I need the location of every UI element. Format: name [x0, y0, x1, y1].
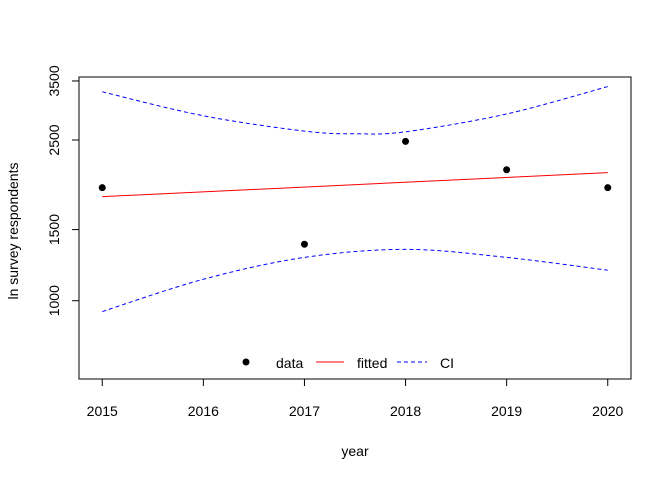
- series-layer: [98, 86, 612, 313]
- data-point: [503, 166, 511, 174]
- legend-label-ci: CI: [440, 355, 454, 371]
- x-tick-label: 2017: [289, 403, 320, 419]
- y-tick-label: 1500: [46, 214, 62, 245]
- y-axis: 1000 1500 2500 3500: [46, 65, 80, 316]
- x-axis: 2015 2016 2017 2018 2019 2020: [87, 378, 624, 419]
- x-tick-label: 2018: [390, 403, 421, 419]
- x-tick-label: 2016: [188, 403, 219, 419]
- data-point: [300, 240, 308, 248]
- ci-curve: [102, 248, 608, 313]
- x-tick-label: 2015: [87, 403, 118, 419]
- data-point: [98, 184, 106, 192]
- x-tick-label: 2020: [592, 403, 623, 419]
- y-tick-label: 3500: [46, 65, 62, 96]
- x-axis-label: year: [341, 443, 369, 459]
- legend: data fitted CI: [242, 355, 454, 371]
- y-axis-label: ln survey respondents: [5, 163, 21, 300]
- legend-label-fitted: fitted: [357, 355, 387, 371]
- ci-curve: [102, 86, 608, 135]
- y-tick-label: 1000: [46, 285, 62, 316]
- y-tick-label: 2500: [46, 124, 62, 155]
- legend-label-data: data: [276, 355, 303, 371]
- fitted-line: [102, 172, 608, 198]
- plot-frame: [78, 76, 632, 380]
- data-point: [604, 184, 612, 192]
- x-tick-label: 2019: [491, 403, 522, 419]
- data-point: [402, 137, 410, 145]
- legend-data-marker: [242, 358, 250, 366]
